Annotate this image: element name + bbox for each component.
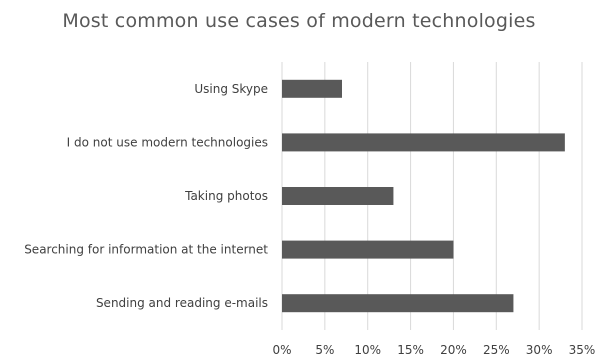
bar (282, 187, 394, 205)
x-tick-label: 25% (483, 343, 510, 357)
bar (282, 79, 342, 98)
x-tick-label: 35% (569, 343, 596, 357)
category-label: Taking photos (184, 189, 268, 203)
x-tick-label: 5% (315, 343, 334, 357)
x-tick-label: 20% (440, 343, 467, 357)
chart-title: Most common use cases of modern technolo… (62, 10, 536, 32)
x-tick-label: 0% (272, 343, 291, 357)
x-tick-label: 15% (397, 343, 424, 357)
category-label: Using Skype (194, 82, 268, 96)
category-label: Searching for information at the interne… (24, 243, 268, 257)
category-label: Sending and reading e-mails (96, 296, 268, 310)
x-tick-label: 30% (526, 343, 553, 357)
bar (282, 240, 454, 259)
x-tick-label: 10% (354, 343, 381, 357)
category-label: I do not use modern technologies (67, 135, 268, 149)
bar (282, 294, 514, 313)
bar (282, 133, 565, 152)
